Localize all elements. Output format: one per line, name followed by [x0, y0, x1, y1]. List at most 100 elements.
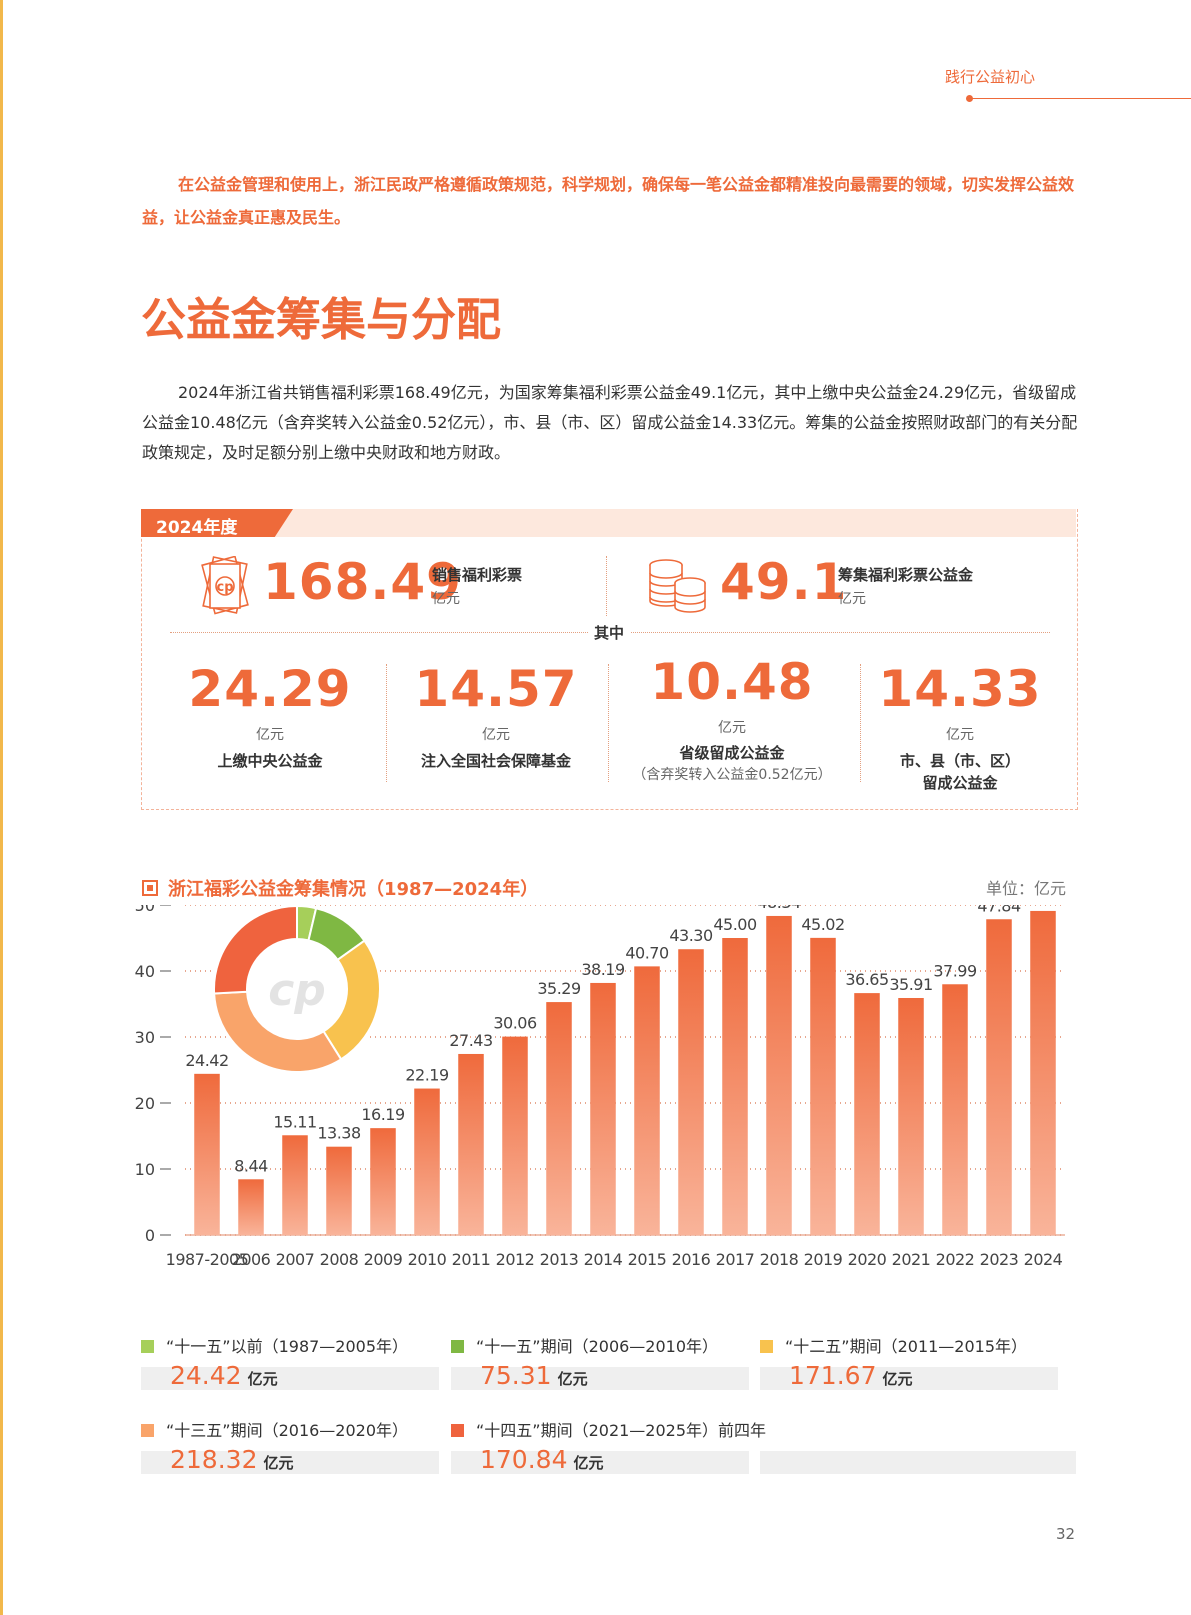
- body-paragraph: 2024年浙江省共销售福利彩票168.49亿元，为国家筹集福利彩票公益金49.1…: [142, 383, 1078, 462]
- y-tick-label: 20: [135, 1094, 155, 1113]
- stats-year-label: 2024年度: [156, 518, 238, 538]
- legend-value-bar: [451, 1367, 749, 1390]
- x-tick-label: 2023: [980, 1250, 1019, 1269]
- x-tick-label: 2015: [628, 1250, 667, 1269]
- legend-label: “十一五”期间（2006—2010年）: [476, 1337, 719, 1356]
- bar-value-label: 35.91: [889, 975, 932, 994]
- left-edge-bar: [0, 0, 3, 1615]
- lottery-logo-icon: cp: [268, 965, 326, 1016]
- bar-value-label: 38.19: [581, 960, 625, 979]
- bar-value-label: 45.00: [713, 915, 757, 934]
- donut-slice: [213, 990, 343, 1073]
- chart-unit: 单位：亿元: [986, 879, 1067, 898]
- of-which-label: 其中: [588, 622, 631, 643]
- legend-item: “十一五”期间（2006—2010年）: [451, 1333, 718, 1357]
- bar-value-label: 15.11: [273, 1112, 316, 1131]
- bar-value-label: 8.44: [234, 1156, 268, 1175]
- x-tick-label: 2014: [584, 1250, 623, 1269]
- bar-2014: [590, 982, 616, 1235]
- x-tick-label: 2019: [804, 1250, 843, 1269]
- raised-label: 筹集福利彩票公益金: [838, 566, 974, 584]
- x-tick-label: 2011: [452, 1250, 491, 1269]
- legend-value-unit: 亿元: [557, 1370, 588, 1388]
- central-label: 上缴中央公益金: [217, 752, 323, 770]
- legend-label: “十四五”期间（2021—2025年）前四年: [476, 1421, 767, 1440]
- bar-2007: [282, 1135, 308, 1235]
- legend-value-unit: 亿元: [882, 1370, 913, 1388]
- legend-swatch: [141, 1424, 154, 1437]
- x-tick-label: 2020: [848, 1250, 887, 1269]
- bar-value-label: 49.10: [1021, 905, 1065, 907]
- bar-2016: [678, 949, 704, 1235]
- bar-value-label: 30.06: [493, 1014, 537, 1033]
- legend-value-number: 75.31: [480, 1361, 552, 1390]
- legend-value-number: 171.67: [789, 1361, 877, 1390]
- city-county-unit: 亿元: [946, 727, 974, 743]
- bar-2024: [1030, 910, 1056, 1235]
- y-tick-label: 40: [135, 962, 155, 981]
- central-unit: 亿元: [256, 727, 284, 743]
- bar-value-label: 13.38: [317, 1124, 361, 1143]
- x-tick-label: 2018: [760, 1250, 799, 1269]
- legend-value-unit: 亿元: [247, 1370, 278, 1388]
- bar-value-label: 43.30: [669, 926, 713, 945]
- coins-icon: [649, 559, 706, 613]
- bar-2023: [986, 919, 1012, 1235]
- stats-header-band: [141, 509, 1076, 537]
- x-tick-label: 2016: [672, 1250, 711, 1269]
- bar-value-label: 27.43: [449, 1031, 492, 1050]
- bar-2008: [326, 1146, 352, 1235]
- x-tick-label: 2006: [232, 1250, 271, 1269]
- bar-value-label: 45.02: [801, 915, 844, 934]
- provincial-note: （含弃奖转入公益金0.52亿元）: [632, 767, 832, 783]
- legend-value-bar: [141, 1367, 439, 1390]
- lottery-ticket-icon: cp: [201, 556, 249, 615]
- chart-title-text: 浙江福彩公益金筹集情况（1987—2024年）: [168, 879, 539, 900]
- donut-slice: [213, 905, 298, 995]
- x-tick-label: 2024: [1024, 1250, 1063, 1269]
- chart-title: 浙江福彩公益金筹集情况（1987—2024年）: [142, 875, 538, 901]
- x-tick-label: 2013: [540, 1250, 579, 1269]
- page-number: 32: [1056, 1525, 1076, 1543]
- legend-value: 24.42 亿元: [170, 1361, 278, 1390]
- legend-value-number: 24.42: [170, 1361, 242, 1390]
- legend-value: 170.84 亿元: [480, 1445, 604, 1474]
- provincial-unit: 亿元: [718, 720, 746, 736]
- y-tick-label: 10: [135, 1160, 155, 1179]
- bar-2006: [238, 1179, 264, 1235]
- city-county-label-2: 留成公益金: [922, 774, 998, 792]
- x-tick-label: 2012: [496, 1250, 535, 1269]
- bar-2017: [722, 938, 748, 1235]
- bar-2019: [810, 937, 836, 1235]
- bar-2009: [370, 1128, 396, 1235]
- provincial-label: 省级留成公益金: [679, 744, 785, 762]
- legend-value: 218.32 亿元: [170, 1445, 294, 1474]
- legend-item: “十四五”期间（2021—2025年）前四年: [451, 1417, 766, 1441]
- legend-label: “十一五”以前（1987—2005年）: [166, 1337, 409, 1356]
- legend-swatch: [451, 1340, 464, 1353]
- bar-value-label: 35.29: [537, 979, 581, 998]
- bar-value-label: 24.42: [185, 1051, 228, 1070]
- raised-unit: 亿元: [838, 591, 866, 607]
- legend-label: “十二五”期间（2011—2015年）: [785, 1337, 1028, 1356]
- bar-value-label: 37.99: [933, 961, 977, 980]
- stats-box: [141, 509, 1078, 810]
- square-bullet-icon: [142, 880, 158, 896]
- x-tick-label: 2010: [408, 1250, 447, 1269]
- legend-value-bar: [141, 1451, 439, 1474]
- header-section-title: 践行公益初心: [945, 68, 1036, 86]
- legend-item: “十二五”期间（2011—2015年）: [760, 1333, 1027, 1357]
- sales-label: 销售福利彩票: [432, 566, 523, 584]
- section-title: 公益金筹集与分配: [141, 293, 502, 346]
- social-security-value: 14.57: [414, 660, 578, 718]
- legend-value-unit: 亿元: [263, 1454, 294, 1472]
- legend-value-number: 218.32: [170, 1445, 258, 1474]
- stats-year-tag: 2024年度: [141, 509, 293, 537]
- central-value: 24.29: [188, 660, 352, 718]
- intro-text: 在公益金管理和使用上，浙江民政严格遵循政策规范，科学规划，确保每一笔公益金都精准…: [142, 175, 1075, 227]
- legend-swatch: [141, 1340, 154, 1353]
- bar-1987-2005: [194, 1073, 220, 1235]
- bar-value-label: 47.84: [977, 905, 1021, 915]
- svg-text:cp: cp: [216, 580, 233, 595]
- bar-2011: [458, 1053, 484, 1235]
